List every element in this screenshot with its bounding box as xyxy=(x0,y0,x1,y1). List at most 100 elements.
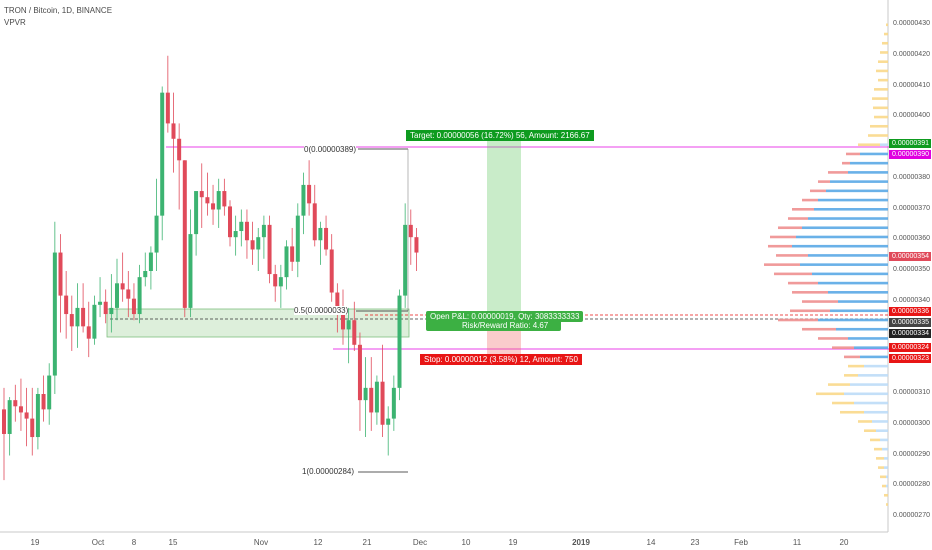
volume-profile-bar xyxy=(790,309,830,313)
price-axis-label: 0.00000280 xyxy=(893,481,930,489)
candle-body xyxy=(295,215,300,262)
candle-body xyxy=(98,301,103,305)
volume-profile-bar xyxy=(886,475,888,479)
candle-body xyxy=(222,191,227,207)
candle-body xyxy=(171,123,176,139)
candle-body xyxy=(188,234,193,308)
volume-profile-bar xyxy=(850,161,888,165)
price-tag-target: 0.00000391 xyxy=(889,139,931,148)
volume-profile-bar xyxy=(882,447,888,451)
stop-label[interactable]: Stop: 0.00000012 (3.58%) 12, Amount: 750 xyxy=(420,354,582,365)
volume-profile-bar xyxy=(774,272,812,276)
volume-profile-bar xyxy=(832,401,854,405)
candle-body xyxy=(233,231,238,238)
candle-body xyxy=(30,418,35,438)
volume-profile-bar xyxy=(808,254,888,257)
candle-body xyxy=(109,307,114,315)
candle-body xyxy=(374,381,379,413)
volume-profile-bar xyxy=(886,23,888,27)
candle-body xyxy=(216,191,221,210)
candle-body xyxy=(267,224,272,275)
volume-profile-bar xyxy=(860,152,888,156)
price-axis-label: 0.00000380 xyxy=(893,173,930,181)
volume-profile-bar xyxy=(870,124,888,128)
time-axis-label: 21 xyxy=(362,538,372,547)
volume-profile-bar xyxy=(886,503,888,506)
open-pnl-label[interactable]: Open P&L: 0.00000019, Qty: 3083333333 xyxy=(426,311,584,322)
candle-body xyxy=(290,246,295,262)
candle-body xyxy=(92,304,97,339)
risk-reward-label[interactable]: Risk/Reward Ratio: 4.67 xyxy=(426,320,562,331)
volume-profile-bar xyxy=(858,420,872,423)
symbol-title: TRON / Bitcoin, 1D, BINANCE xyxy=(4,6,113,15)
volume-profile-bar xyxy=(838,300,888,303)
candle-body xyxy=(131,298,136,315)
candle-body xyxy=(403,224,408,296)
volume-profile-bar xyxy=(802,226,888,230)
candle-body xyxy=(58,252,63,296)
volume-profile-bar xyxy=(776,254,808,257)
volume-profile-bar xyxy=(886,484,888,488)
volume-profile-bar xyxy=(884,457,888,460)
time-axis-label: 20 xyxy=(839,538,849,547)
volume-profile-bar xyxy=(778,226,802,230)
volume-profile-bar xyxy=(792,208,814,211)
price-axis-label: 0.00000400 xyxy=(893,112,930,120)
time-axis-label: 10 xyxy=(461,538,471,547)
candle-body xyxy=(346,320,351,330)
price-tag-fib0: 0.00000390 xyxy=(889,150,931,159)
time-axis-label: 8 xyxy=(131,538,137,547)
time-axis-label: 14 xyxy=(646,538,656,547)
candle-body xyxy=(165,92,170,124)
candle-body xyxy=(278,277,283,287)
volume-profile-bar xyxy=(864,429,876,432)
candle-body xyxy=(211,203,216,210)
price-axis-label: 0.00000340 xyxy=(893,296,930,304)
volume-profile-bar xyxy=(844,374,858,377)
candle-body xyxy=(75,307,80,327)
buy-zone xyxy=(106,308,410,338)
candle-body xyxy=(414,237,419,253)
volume-profile-bar xyxy=(860,355,888,359)
candle-body xyxy=(284,246,289,278)
volume-profile-bar xyxy=(880,143,888,147)
volume-profile-bar xyxy=(878,78,888,82)
volume-profile-bar xyxy=(788,281,818,285)
fib-level-05: 0.5(0.0000033) xyxy=(294,306,349,315)
target-label[interactable]: Target: 0.00000056 (16.72%) 56, Amount: … xyxy=(406,130,594,141)
time-axis-label: 15 xyxy=(168,538,178,547)
candle-body xyxy=(18,406,23,413)
candle-body xyxy=(307,184,312,204)
volume-profile-bar xyxy=(848,337,888,340)
volume-profile-bar xyxy=(792,244,888,248)
volume-profile-bar xyxy=(882,484,886,488)
volume-profile-bar xyxy=(884,493,888,497)
volume-profile-bar xyxy=(848,364,864,368)
time-axis-label: 19 xyxy=(508,538,518,547)
volume-profile-bar xyxy=(808,217,888,220)
volume-profile-bar xyxy=(880,438,888,442)
candle-body xyxy=(2,409,6,434)
candle-body xyxy=(250,240,255,250)
volume-profile-bar xyxy=(858,143,880,147)
price-axis-label: 0.00000410 xyxy=(893,81,930,89)
time-axis-label: 12 xyxy=(313,538,323,547)
candle-body xyxy=(7,400,12,434)
volume-profile-bar xyxy=(880,51,888,54)
price-axis-label: 0.00000290 xyxy=(893,450,930,458)
price-tag-334: 0.00000334 xyxy=(889,329,931,338)
candle-body xyxy=(386,418,391,425)
candle-body xyxy=(273,274,278,287)
candle-body xyxy=(357,344,362,401)
volume-profile-bar xyxy=(818,198,888,202)
volume-profile-bar xyxy=(818,281,888,285)
candle-body xyxy=(154,215,159,253)
price-tag-last: 0.00000354 xyxy=(889,252,931,261)
candle-body xyxy=(194,191,199,235)
volume-profile-bar xyxy=(880,475,886,479)
volume-profile-bar xyxy=(878,60,888,63)
candle-body xyxy=(408,224,413,238)
candle-body xyxy=(24,412,29,419)
